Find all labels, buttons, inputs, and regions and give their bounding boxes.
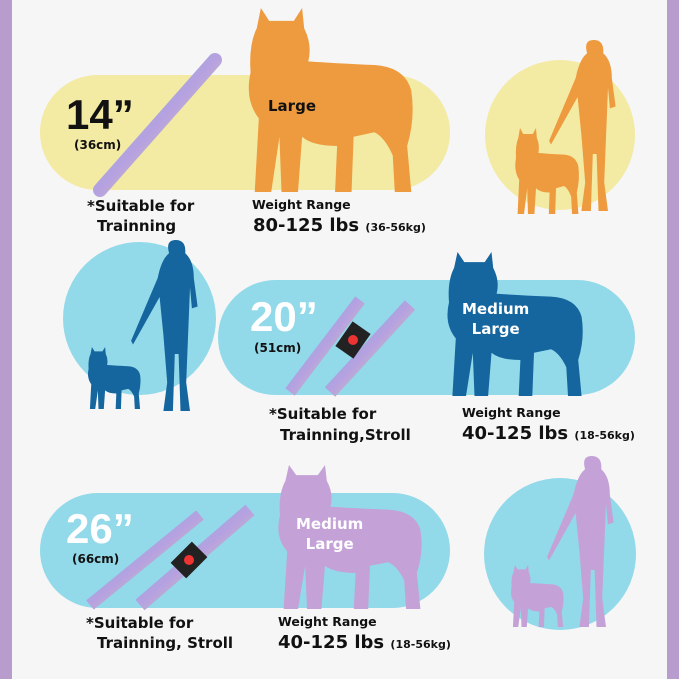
length-26-cm: (66cm) <box>72 552 120 566</box>
weight-label-2: Weight Range <box>462 405 561 420</box>
size-large: Large <box>268 97 316 115</box>
leash-20-image <box>324 300 416 397</box>
suitable-1: *Suitable for <box>87 197 195 215</box>
length-20-cm: (51cm) <box>254 341 302 355</box>
use-1: Trainning <box>97 217 177 235</box>
small-dog-purple <box>511 565 564 627</box>
length-14: 14” <box>66 91 134 138</box>
length-26: 26” <box>66 505 134 552</box>
size-medium-large-2: Medium Large <box>296 515 364 553</box>
leash-14-image <box>93 53 222 197</box>
weight-1: 80-125 lbs (36-56kg) <box>253 215 426 236</box>
use-2: Trainning,Stroll <box>280 426 411 444</box>
length-20: 20” <box>250 293 318 340</box>
right-border <box>667 0 679 679</box>
weight-2: 40-125 lbs (18-56kg) <box>462 423 635 444</box>
suitable-3: *Suitable for <box>86 614 194 632</box>
use-3: Trainning, Stroll <box>97 634 234 652</box>
suitable-2: *Suitable for <box>269 405 377 423</box>
size-medium-large-1: Medium Large <box>462 300 530 338</box>
left-border <box>0 0 12 679</box>
weight-3: 40-125 lbs (18-56kg) <box>278 632 451 653</box>
length-14-cm: (36cm) <box>74 138 122 152</box>
weight-label-1: Weight Range <box>252 197 351 212</box>
weight-label-3: Weight Range <box>278 614 377 629</box>
